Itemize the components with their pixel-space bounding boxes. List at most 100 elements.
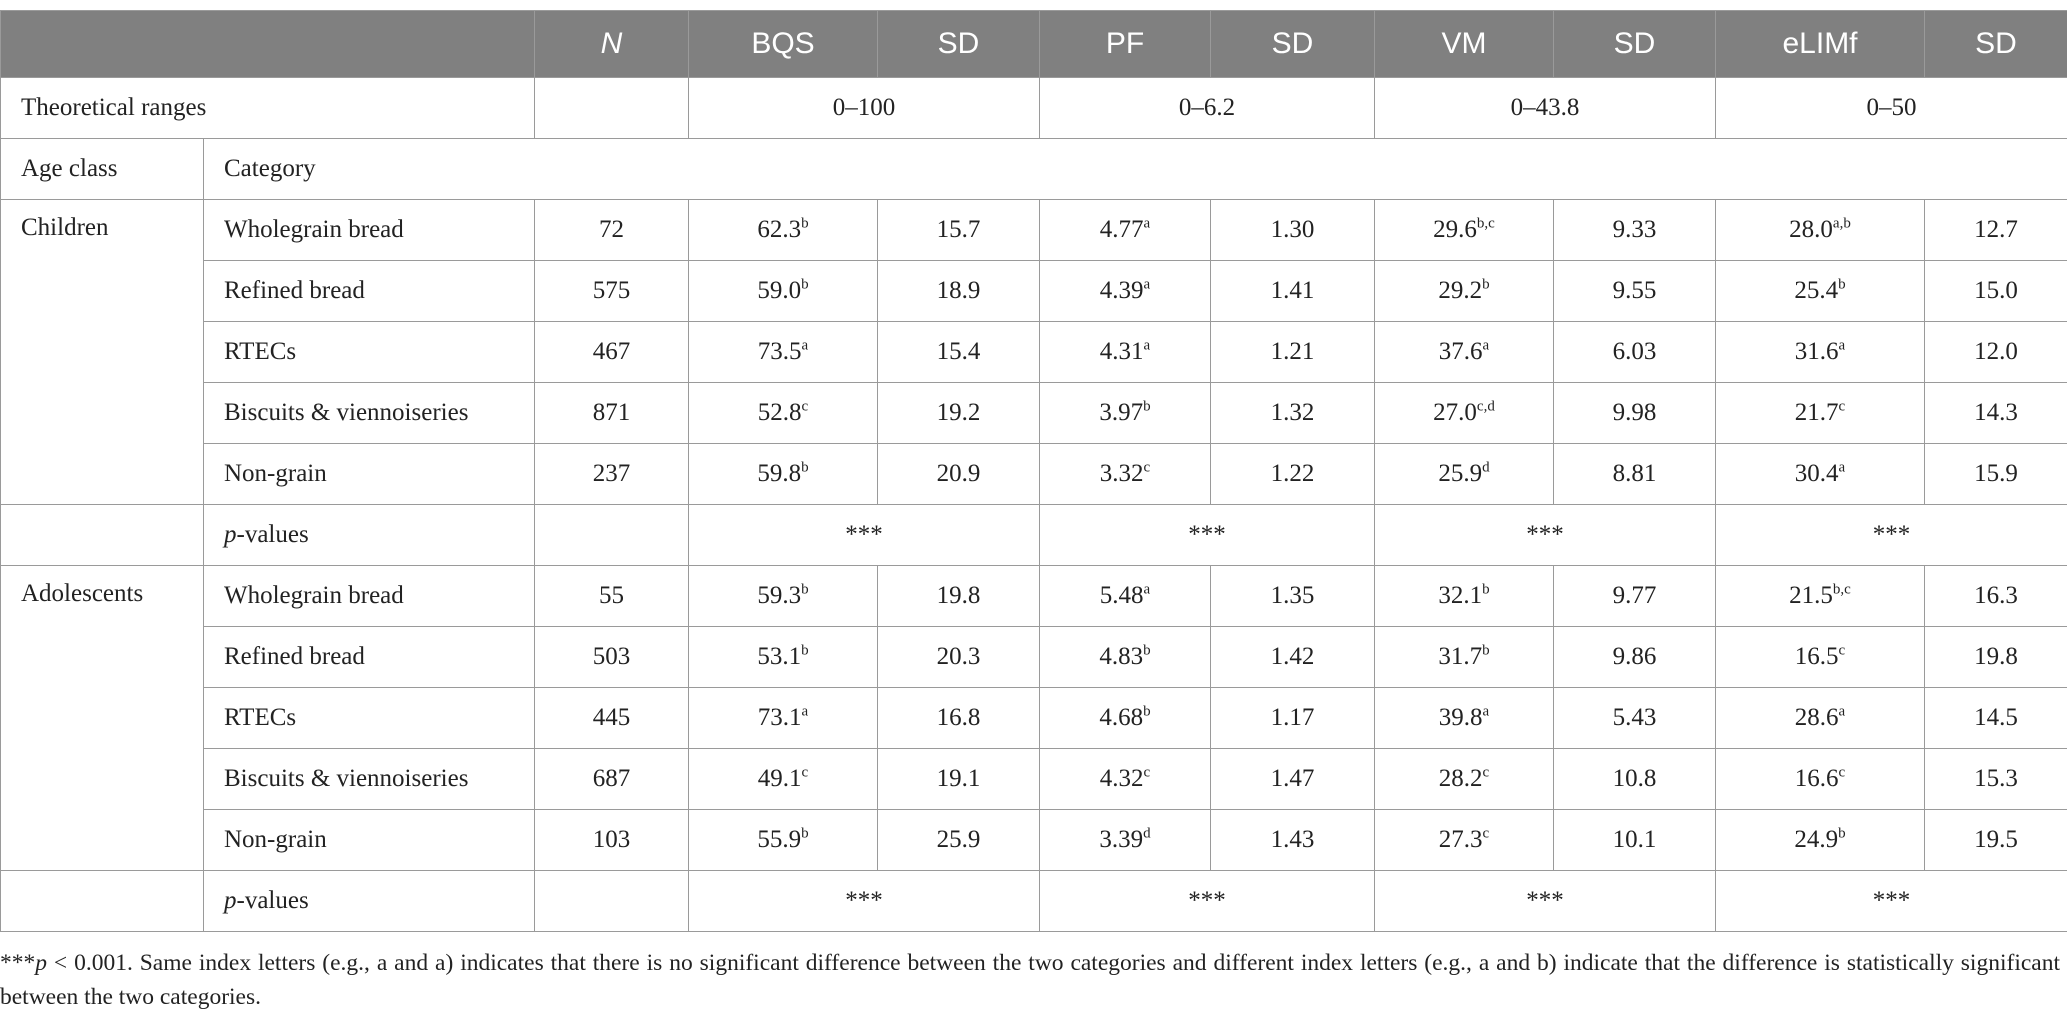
- value: 28.2: [1438, 765, 1483, 792]
- value: 1.43: [1270, 826, 1315, 853]
- superscript: b: [1838, 276, 1846, 293]
- value-cell: 21.7c: [1715, 382, 1925, 444]
- value: 27.0: [1433, 399, 1477, 426]
- value-cell: 27.0c,d: [1374, 382, 1554, 444]
- superscript: b: [801, 215, 809, 232]
- range-value: 0–50: [1715, 77, 2067, 139]
- header-cell: eLIMf: [1715, 10, 1925, 78]
- value: 25.9: [1438, 460, 1483, 487]
- value-cell: 37.6a: [1374, 321, 1554, 383]
- superscript: a: [1838, 703, 1846, 720]
- value-cell: 1.42: [1210, 626, 1375, 688]
- header-cell: SD: [1553, 10, 1716, 78]
- superscript: b: [1482, 642, 1490, 659]
- subheader-cell: Age class: [0, 138, 204, 200]
- table-row: Age class Category: [0, 138, 2067, 200]
- value: 29.6: [1433, 216, 1477, 243]
- header-cell: N: [534, 10, 689, 78]
- value: 28.0: [1789, 216, 1833, 243]
- value-cell: 9.55: [1553, 260, 1716, 322]
- value-cell: 1.17: [1210, 687, 1375, 749]
- value: 1.21: [1270, 338, 1315, 365]
- value-cell: 19.2: [877, 382, 1040, 444]
- value: 39.8: [1438, 704, 1483, 731]
- value: 25.9: [936, 826, 981, 853]
- value: 5.43: [1612, 704, 1657, 731]
- superscript: a: [1482, 337, 1490, 354]
- n-value: 467: [534, 321, 689, 383]
- value-cell: 28.2c: [1374, 748, 1554, 810]
- superscript: c: [1482, 825, 1490, 842]
- table-row: Theoretical ranges 0–100 0–6.2 0–43.8 0–50: [0, 77, 2067, 139]
- value-cell: 9.77: [1553, 565, 1716, 627]
- empty-cell: [534, 77, 689, 139]
- value-cell: 1.41: [1210, 260, 1375, 322]
- value: 5.48: [1099, 582, 1144, 609]
- age-class: Adolescents: [0, 565, 204, 871]
- n-value: 72: [534, 199, 689, 261]
- superscript: a: [1143, 215, 1151, 232]
- value-cell: 52.8c: [688, 382, 878, 444]
- value-cell: 59.0b: [688, 260, 878, 322]
- value-cell: 15.3: [1924, 748, 2067, 810]
- value-cell: 15.0: [1924, 260, 2067, 322]
- value: 16.3: [1974, 582, 2018, 609]
- superscript: b: [801, 459, 809, 476]
- value: 25.4: [1794, 277, 1839, 304]
- value: 15.0: [1974, 277, 2018, 304]
- superscript: b,c: [1476, 215, 1495, 232]
- superscript: b: [1482, 581, 1490, 598]
- n-value: 687: [534, 748, 689, 810]
- n-value: 55: [534, 565, 689, 627]
- value-cell: 16.8: [877, 687, 1040, 749]
- value-cell: 20.3: [877, 626, 1040, 688]
- value: 8.81: [1612, 460, 1657, 487]
- value: 49.1: [757, 765, 802, 792]
- category: Non-grain: [203, 809, 535, 871]
- value-cell: 4.83b: [1039, 626, 1211, 688]
- value: 4.83: [1099, 643, 1144, 670]
- value-cell: 19.8: [1924, 626, 2067, 688]
- value: 16.6: [1794, 765, 1839, 792]
- value-cell: 9.33: [1553, 199, 1716, 261]
- superscript: b: [1482, 276, 1490, 293]
- empty-cell: [0, 870, 204, 932]
- p-value: ***: [1039, 504, 1375, 566]
- table-wrap: N BQS SD PF SD VM SD eLIMf SD Theoretical ranges 0…: [0, 10, 2067, 932]
- table: N BQS SD PF SD VM SD eLIMf SD Theoretical ranges 0…: [0, 10, 2067, 932]
- table-row: RTECs 445 73.1a 16.8 4.68b 1.17 39.8a 5.43 28.6a…: [1, 687, 2067, 749]
- superscript: b: [1143, 703, 1151, 720]
- value-cell: 1.47: [1210, 748, 1375, 810]
- superscript: b: [1838, 825, 1846, 842]
- value: 59.0: [757, 277, 802, 304]
- p-value: ***: [1374, 870, 1716, 932]
- value-cell: 16.6c: [1715, 748, 1925, 810]
- value-cell: 12.0: [1924, 321, 2067, 383]
- value-cell: 16.3: [1924, 565, 2067, 627]
- header-cell: SD: [877, 10, 1040, 78]
- value-cell: 15.9: [1924, 443, 2067, 505]
- value-cell: 73.1a: [688, 687, 878, 749]
- n-value: 237: [534, 443, 689, 505]
- value-cell: 14.5: [1924, 687, 2067, 749]
- value: 4.31: [1099, 338, 1144, 365]
- value: 1.42: [1270, 643, 1315, 670]
- value: 12.0: [1974, 338, 2018, 365]
- category: Non-grain: [203, 443, 535, 505]
- value: 16.8: [936, 704, 981, 731]
- header-cell: PF: [1039, 10, 1211, 78]
- value: 19.8: [936, 582, 981, 609]
- value-cell: 59.8b: [688, 443, 878, 505]
- table-row: Non-grain 103 55.9b 25.9 3.39d 1.43 27.3c 10.1 2…: [1, 809, 2067, 871]
- value-cell: 1.22: [1210, 443, 1375, 505]
- value: 1.32: [1270, 399, 1315, 426]
- value: 1.47: [1270, 765, 1315, 792]
- value-cell: 5.48a: [1039, 565, 1211, 627]
- range-value: 0–6.2: [1039, 77, 1375, 139]
- category: RTECs: [203, 321, 535, 383]
- p-value: ***: [1039, 870, 1375, 932]
- value: 62.3: [757, 216, 802, 243]
- p-value: ***: [1715, 504, 2067, 566]
- value-cell: 4.77a: [1039, 199, 1211, 261]
